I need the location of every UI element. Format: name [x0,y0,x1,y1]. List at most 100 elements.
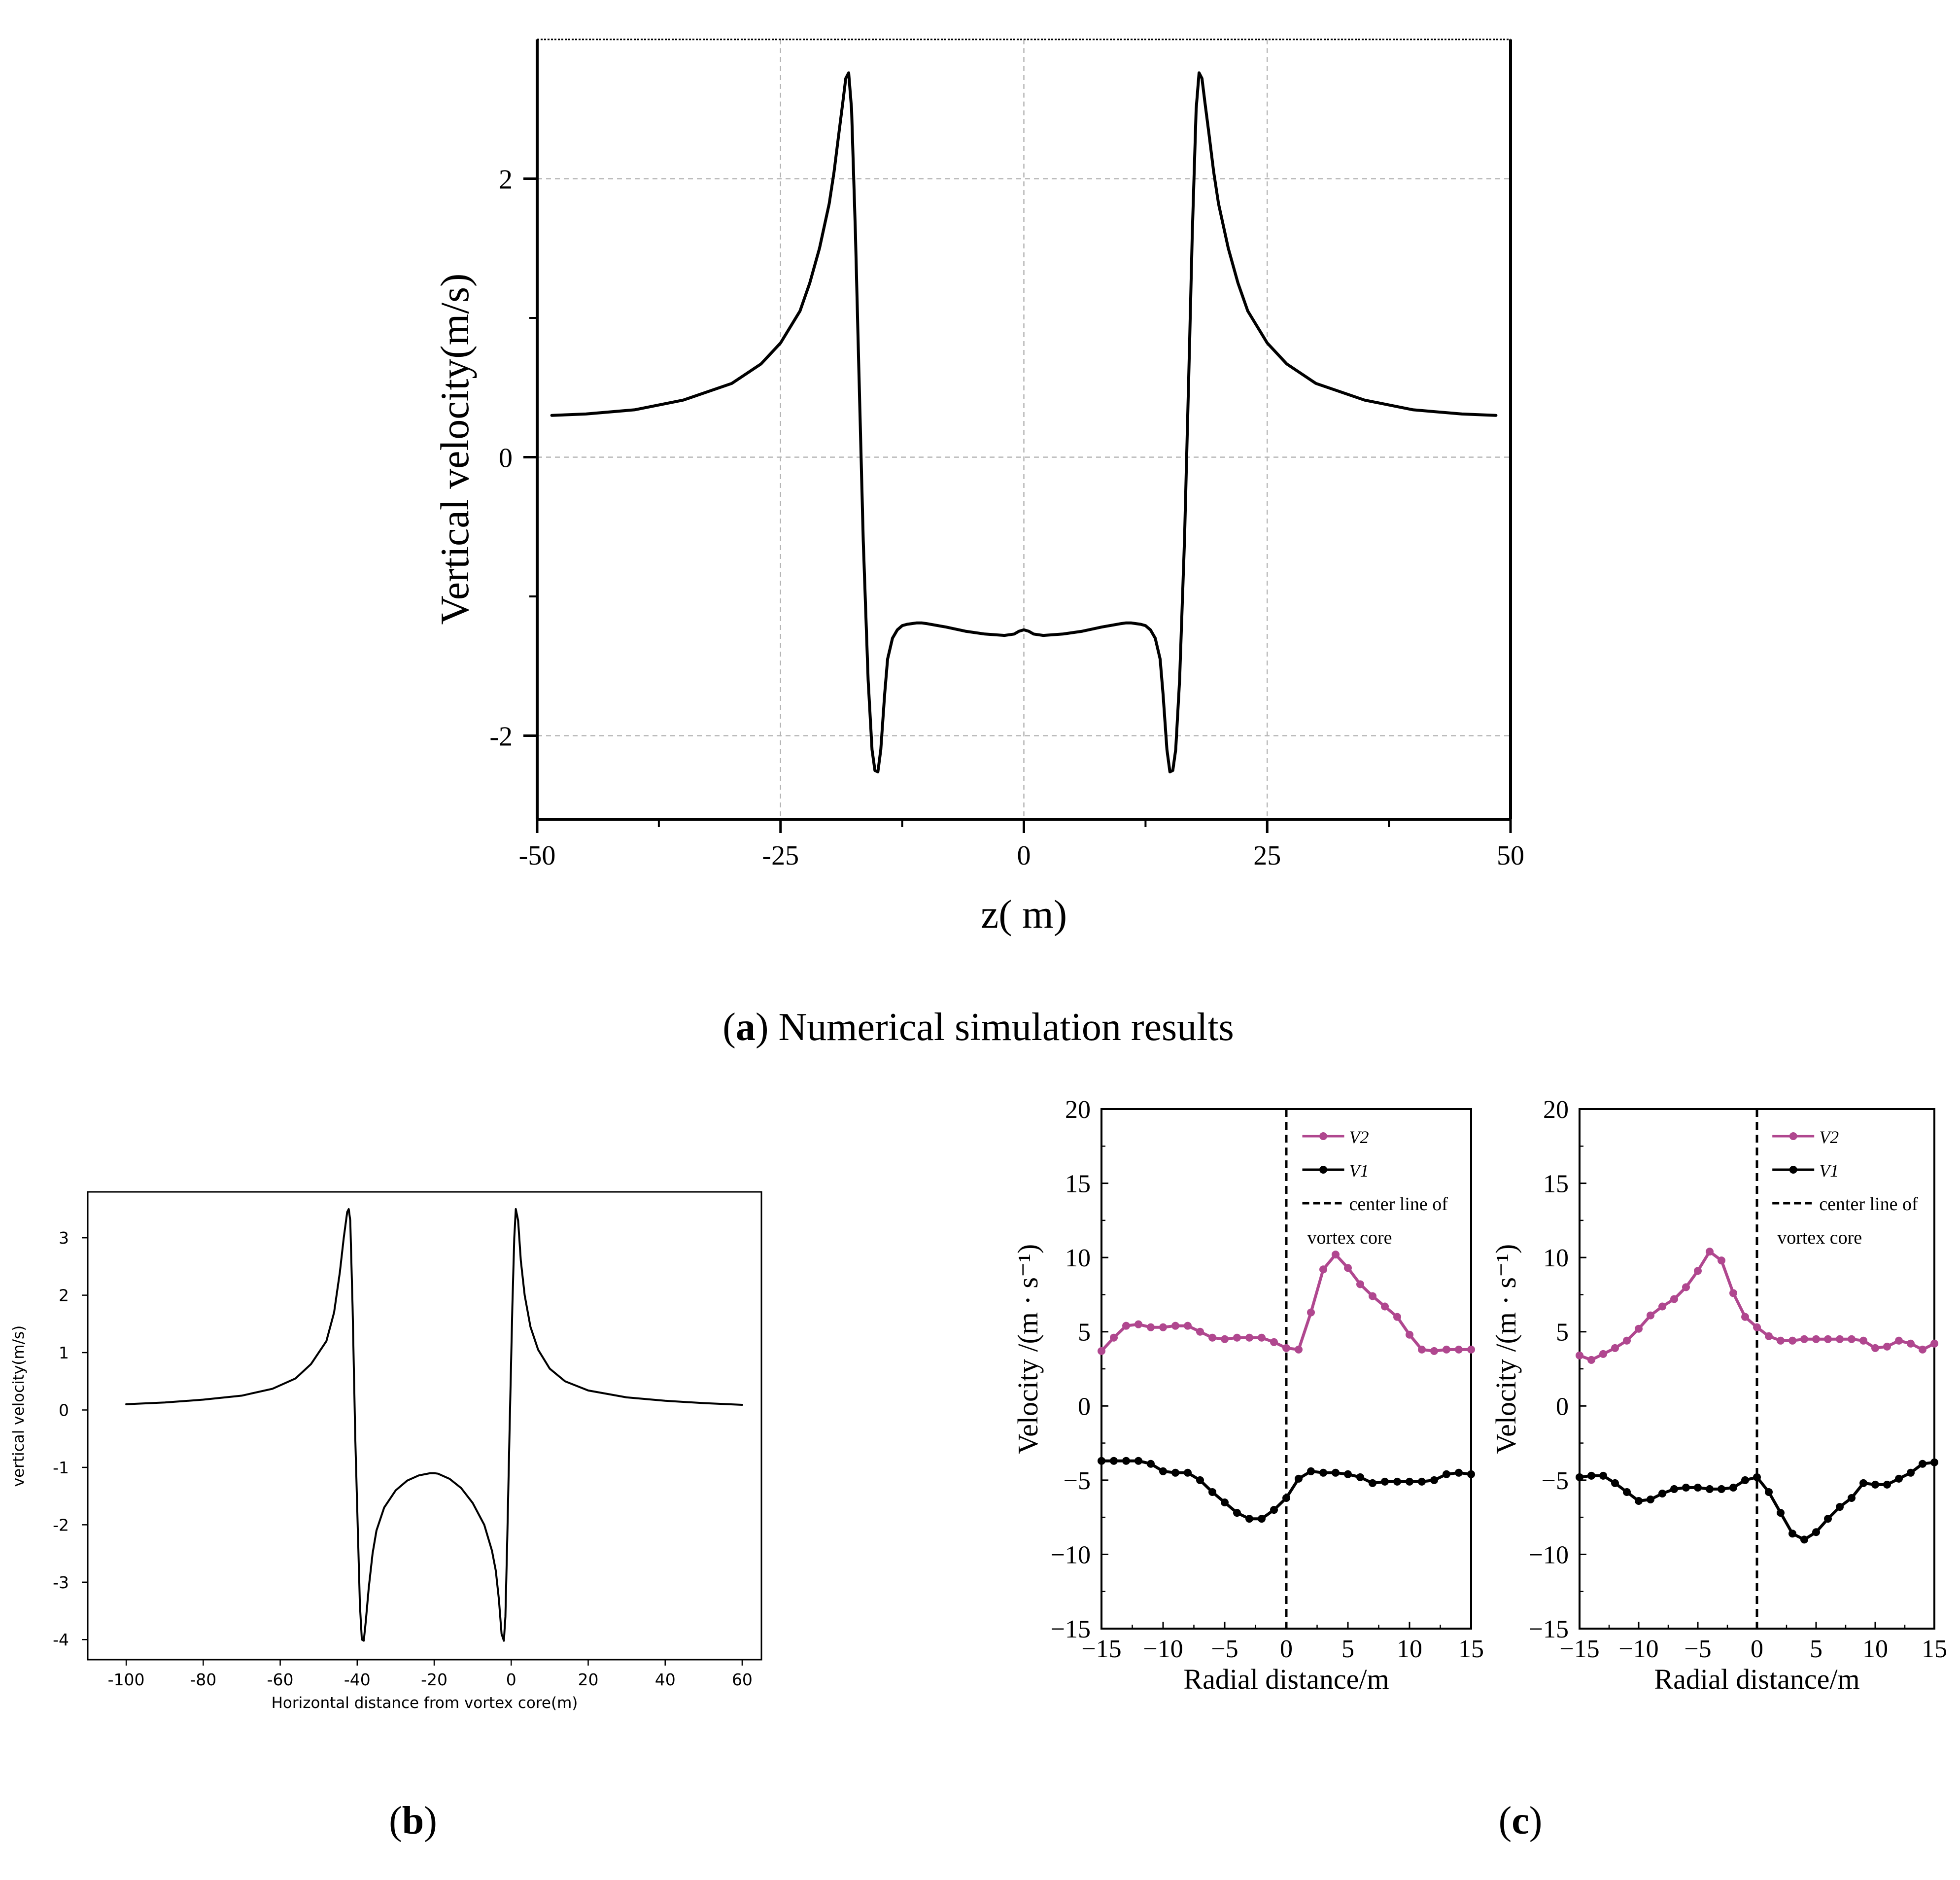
legend-marker-1 [1789,1166,1797,1174]
data-point-v1 [1356,1473,1364,1481]
data-point-v1 [1895,1474,1903,1483]
data-point-v2 [1788,1336,1796,1345]
panel-a: -50 -25 0 25 50 -2 0 2 z( m) Vertical velocity(m/… [432,38,1524,937]
y-tick-label: 5 [1078,1319,1091,1347]
y-axis-label: vertical velocity(m/s) [10,1325,28,1487]
data-point-v2 [1282,1344,1290,1352]
data-point-v1 [1135,1457,1142,1465]
data-point-v1 [1765,1488,1773,1496]
x-tick-label: 5 [1810,1635,1822,1663]
data-point-v1 [1455,1468,1463,1477]
y-tick-label: 0 [59,1400,69,1420]
plot-frame [87,1191,762,1661]
x-tick-label: 25 [1253,840,1281,871]
x-tick-label: 20 [578,1670,598,1689]
y-tick-label: −5 [1064,1467,1091,1495]
data-point-v1 [1381,1477,1389,1486]
data-point-v1 [1258,1515,1266,1523]
data-point-v2 [1706,1248,1714,1256]
data-point-v1 [1122,1457,1130,1465]
data-point-v1 [1587,1471,1595,1480]
y-axis-label: Velocity /(m · s⁻¹) [1012,1244,1044,1455]
x-tick-label: −5 [1684,1635,1711,1663]
data-point-v2 [1576,1351,1583,1359]
y-tick-label: 1 [59,1343,69,1362]
y-tick-label: −5 [1542,1467,1569,1495]
data-point-v2 [1455,1345,1463,1354]
caption-letter: a [736,1006,756,1049]
data-point-v1 [1919,1460,1926,1468]
data-point-v1 [1332,1468,1340,1477]
legend-label-v2: V2 [1819,1127,1839,1147]
caption-open-paren: ( [1499,1799,1512,1843]
caption-open-paren: ( [722,1006,736,1049]
caption-close-paren: ) [1529,1799,1543,1843]
y-tick-label: 5 [1556,1319,1569,1347]
data-point-v2 [1836,1335,1844,1343]
data-point-v1 [1788,1530,1796,1538]
y-tick-label: 10 [1543,1244,1569,1272]
x-tick-label: 40 [655,1670,676,1689]
data-point-v2 [1611,1344,1619,1352]
data-point-v1 [1319,1468,1327,1477]
data-point-v2 [1258,1333,1266,1342]
y-tick-label: -4 [53,1630,69,1649]
panel-captions: (a) Numerical simulation results(b) (c) [389,1006,1542,1843]
legend-label-centerline-2: vortex core [1307,1227,1392,1248]
x-tick-label: 5 [1341,1635,1354,1663]
data-point-v2 [1599,1350,1607,1358]
data-point-v1 [1270,1506,1278,1514]
data-point-v2 [1319,1265,1327,1274]
data-point-v2 [1098,1347,1105,1355]
data-point-v1 [1647,1496,1654,1504]
data-point-v1 [1245,1515,1253,1523]
data-point-v1 [1907,1468,1915,1477]
data-point-v1 [1233,1509,1241,1517]
data-point-v1 [1393,1477,1401,1486]
legend-marker-1 [1319,1166,1327,1174]
data-point-v2 [1418,1345,1426,1354]
x-tick-label: -80 [190,1670,216,1689]
data-point-v1 [1753,1473,1761,1481]
data-point-v2 [1658,1302,1666,1311]
data-point-v1 [1369,1479,1376,1487]
caption-letter: b [402,1799,424,1843]
data-point-v1 [1812,1528,1820,1536]
data-point-v1 [1611,1479,1619,1487]
data-point-v1 [1658,1489,1666,1497]
data-point-v1 [1147,1460,1155,1468]
data-point-v2 [1135,1320,1142,1328]
panel-caption-a: (a) Numerical simulation results [722,1006,1234,1049]
data-point-v1 [1694,1483,1702,1492]
data-point-v1 [1883,1480,1891,1489]
data-point-v2 [1753,1323,1761,1331]
x-tick-label: −15 [1081,1635,1121,1663]
data-point-v1 [1576,1473,1583,1481]
legend-label-v1: V1 [1349,1161,1369,1181]
data-point-v1 [1184,1468,1192,1477]
data-point-v1 [1159,1467,1167,1475]
data-point-v2 [1344,1264,1352,1272]
y-tick-label: -3 [53,1573,69,1592]
data-point-v2 [1184,1322,1192,1330]
data-point-v2 [1670,1295,1678,1303]
data-point-v1 [1307,1467,1315,1475]
data-point-v2 [1635,1324,1643,1333]
x-tick-label: −10 [1143,1635,1183,1663]
data-point-v2 [1147,1323,1155,1331]
legend-label-centerline: center line of [1819,1194,1918,1215]
data-point-v1 [1443,1470,1450,1478]
data-point-v2 [1467,1345,1475,1354]
data-point-v1 [1208,1488,1216,1496]
y-tick-label: 15 [1543,1170,1569,1198]
y-tick-label: 10 [1065,1244,1091,1272]
y-tick-label: −15 [1529,1615,1569,1643]
data-point-v1 [1670,1485,1678,1493]
x-tick-label: -100 [108,1670,145,1689]
y-tick-label: 20 [1065,1096,1091,1124]
data-point-v2 [1221,1335,1229,1343]
data-point-v2 [1647,1311,1654,1320]
data-point-v1 [1824,1515,1832,1523]
data-point-v1 [1682,1483,1690,1492]
